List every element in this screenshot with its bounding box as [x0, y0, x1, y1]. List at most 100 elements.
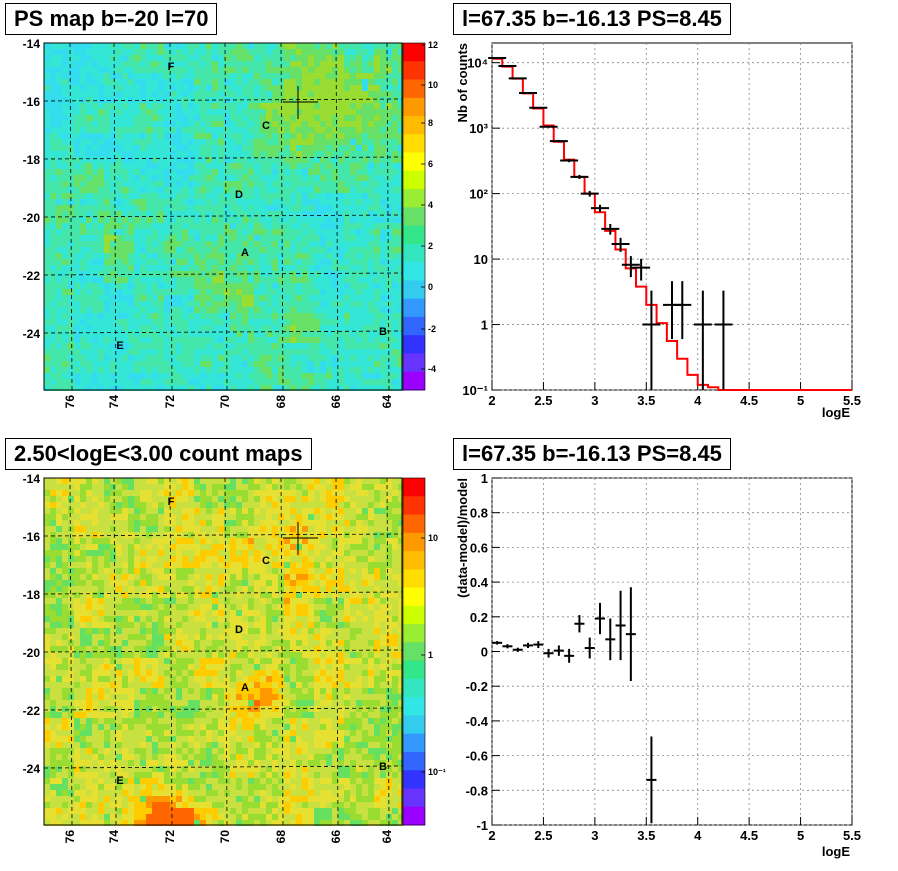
- map-pixel: [266, 355, 272, 361]
- map-grid-line: [43, 156, 403, 160]
- map-pixel: [128, 688, 134, 694]
- map-pixel: [176, 247, 182, 253]
- map-pixel: [380, 175, 386, 181]
- map-pixel: [242, 247, 248, 253]
- map-pixel: [44, 730, 50, 736]
- map-pixel: [110, 127, 116, 133]
- map-pixel: [44, 145, 50, 151]
- map-pixel: [176, 730, 182, 736]
- map-pixel: [62, 526, 68, 532]
- map-pixel: [356, 361, 362, 367]
- map-pixel: [272, 223, 278, 229]
- map-pixel: [92, 658, 98, 664]
- map-pixel: [176, 820, 182, 826]
- colorbar-tick-label: 6: [428, 159, 433, 169]
- map-pixel: [362, 181, 368, 187]
- map-pixel: [164, 610, 170, 616]
- map-pixel: [278, 163, 284, 169]
- map-pixel: [332, 379, 338, 385]
- map-pixel: [380, 91, 386, 97]
- map-pixel: [92, 169, 98, 175]
- map-pixel: [62, 628, 68, 634]
- map-pixel: [110, 520, 116, 526]
- map-pixel: [50, 361, 56, 367]
- map-pixel: [224, 205, 230, 211]
- map-pixel: [158, 676, 164, 682]
- map-pixel: [260, 331, 266, 337]
- map-pixel: [314, 67, 320, 73]
- map-pixel: [314, 103, 320, 109]
- map-pixel: [74, 610, 80, 616]
- map-pixel: [62, 229, 68, 235]
- map-pixel: [50, 484, 56, 490]
- map-pixel: [68, 550, 74, 556]
- map-pixel: [266, 205, 272, 211]
- map-pixel: [104, 556, 110, 562]
- map-pixel: [176, 526, 182, 532]
- map-pixel: [338, 97, 344, 103]
- map-pixel: [116, 361, 122, 367]
- map-pixel: [140, 778, 146, 784]
- map-pixel: [230, 67, 236, 73]
- map-pixel: [356, 343, 362, 349]
- map-pixel: [122, 676, 128, 682]
- map-pixel: [170, 133, 176, 139]
- map-pixel: [188, 712, 194, 718]
- map-pixel: [302, 133, 308, 139]
- map-pixel: [86, 610, 92, 616]
- map-pixel: [134, 484, 140, 490]
- map-pixel: [290, 265, 296, 271]
- map-pixel: [242, 103, 248, 109]
- map-pixel: [362, 325, 368, 331]
- map-pixel: [50, 652, 56, 658]
- map-pixel: [278, 73, 284, 79]
- map-pixel: [104, 133, 110, 139]
- map-pixel: [248, 223, 254, 229]
- map-pixel: [140, 604, 146, 610]
- map-pixel: [140, 610, 146, 616]
- map-pixel: [110, 253, 116, 259]
- map-pixel: [116, 223, 122, 229]
- map-pixel: [308, 271, 314, 277]
- map-pixel: [80, 670, 86, 676]
- map-pixel: [188, 361, 194, 367]
- map-pixel: [188, 622, 194, 628]
- map-pixel: [266, 121, 272, 127]
- map-pixel: [44, 115, 50, 121]
- map-pixel: [62, 724, 68, 730]
- map-pixel: [164, 361, 170, 367]
- map-pixel: [146, 235, 152, 241]
- map-pixel: [74, 484, 80, 490]
- map-pixel: [68, 502, 74, 508]
- map-pixel: [278, 139, 284, 145]
- map-pixel: [170, 241, 176, 247]
- map-pixel: [170, 355, 176, 361]
- map-pixel: [236, 157, 242, 163]
- map-pixel: [158, 532, 164, 538]
- map-pixel: [290, 211, 296, 217]
- map-pixel: [44, 784, 50, 790]
- map-pixel: [236, 139, 242, 145]
- map-pixel: [188, 616, 194, 622]
- map-pixel: [92, 796, 98, 802]
- map-pixel: [194, 115, 200, 121]
- map-pixel: [110, 235, 116, 241]
- map-pixel: [98, 235, 104, 241]
- map-pixel: [80, 742, 86, 748]
- map-pixel: [362, 247, 368, 253]
- map-pixel: [170, 742, 176, 748]
- colorbar-tick-label: -4: [428, 364, 436, 374]
- map-pixel: [248, 229, 254, 235]
- map-y-tick-label: -16: [23, 95, 41, 109]
- map-pixel: [254, 199, 260, 205]
- map-pixel: [200, 151, 206, 157]
- map-pixel: [332, 157, 338, 163]
- map-pixel: [206, 301, 212, 307]
- map-pixel: [146, 121, 152, 127]
- map-pixel: [74, 604, 80, 610]
- map-pixel: [146, 646, 152, 652]
- map-pixel: [152, 235, 158, 241]
- map-pixel: [146, 790, 152, 796]
- map-pixel: [92, 283, 98, 289]
- map-pixel: [170, 307, 176, 313]
